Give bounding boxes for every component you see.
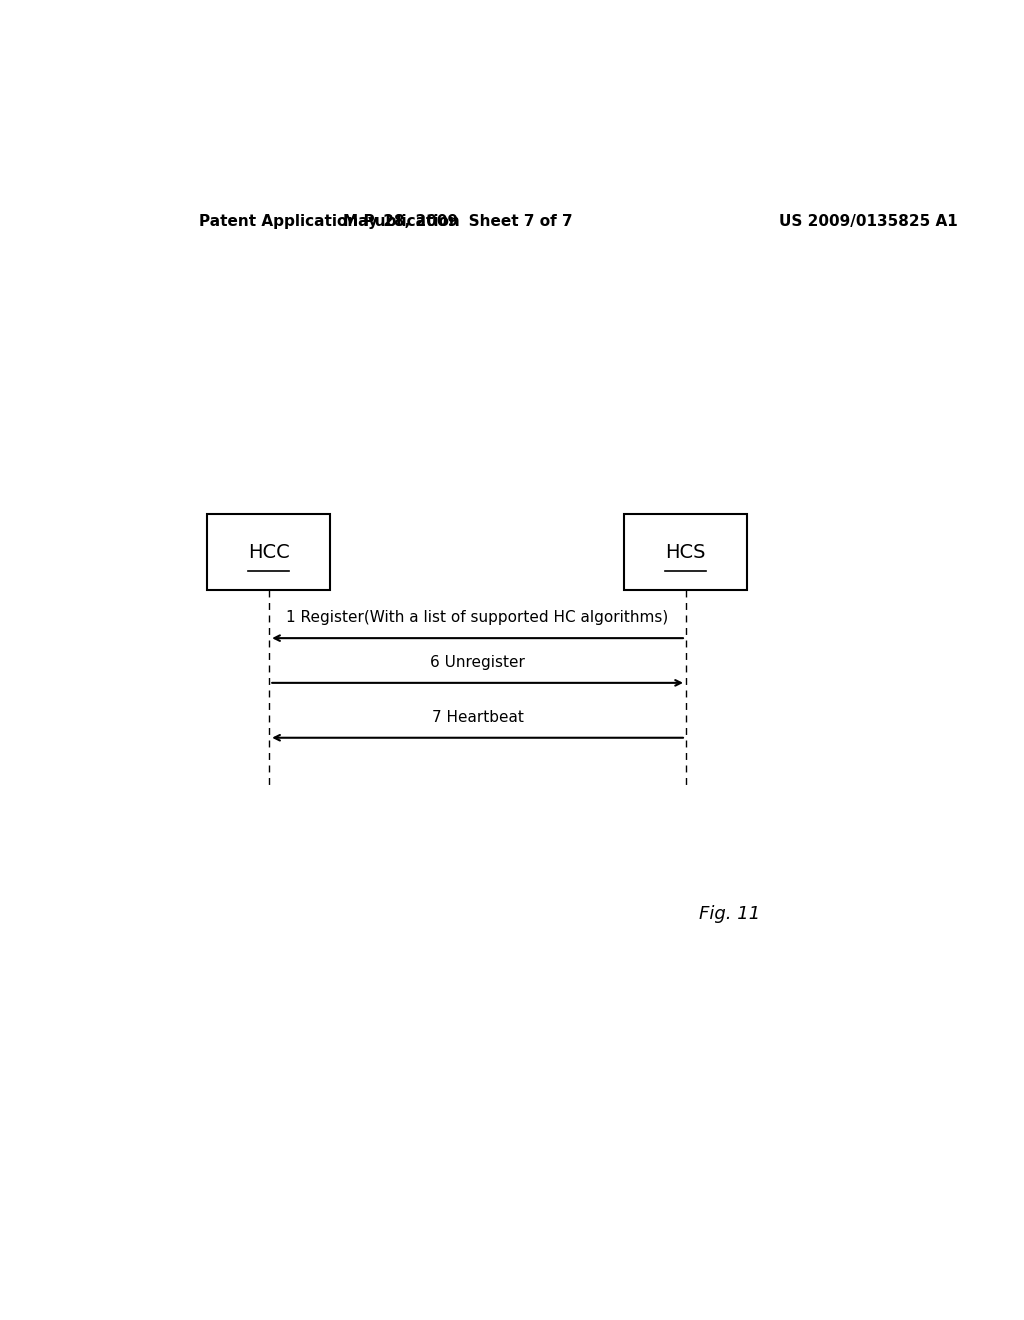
Text: HCC: HCC — [248, 543, 290, 562]
Text: 7 Heartbeat: 7 Heartbeat — [432, 710, 523, 725]
Text: 6 Unregister: 6 Unregister — [430, 655, 525, 669]
Text: HCS: HCS — [666, 543, 706, 562]
Text: Patent Application Publication: Patent Application Publication — [200, 214, 460, 230]
Bar — [207, 515, 331, 590]
Text: May 28, 2009  Sheet 7 of 7: May 28, 2009 Sheet 7 of 7 — [343, 214, 572, 230]
Text: Fig. 11: Fig. 11 — [699, 906, 761, 924]
Bar — [624, 515, 748, 590]
Text: US 2009/0135825 A1: US 2009/0135825 A1 — [778, 214, 957, 230]
Text: 1 Register(With a list of supported HC algorithms): 1 Register(With a list of supported HC a… — [287, 610, 669, 624]
